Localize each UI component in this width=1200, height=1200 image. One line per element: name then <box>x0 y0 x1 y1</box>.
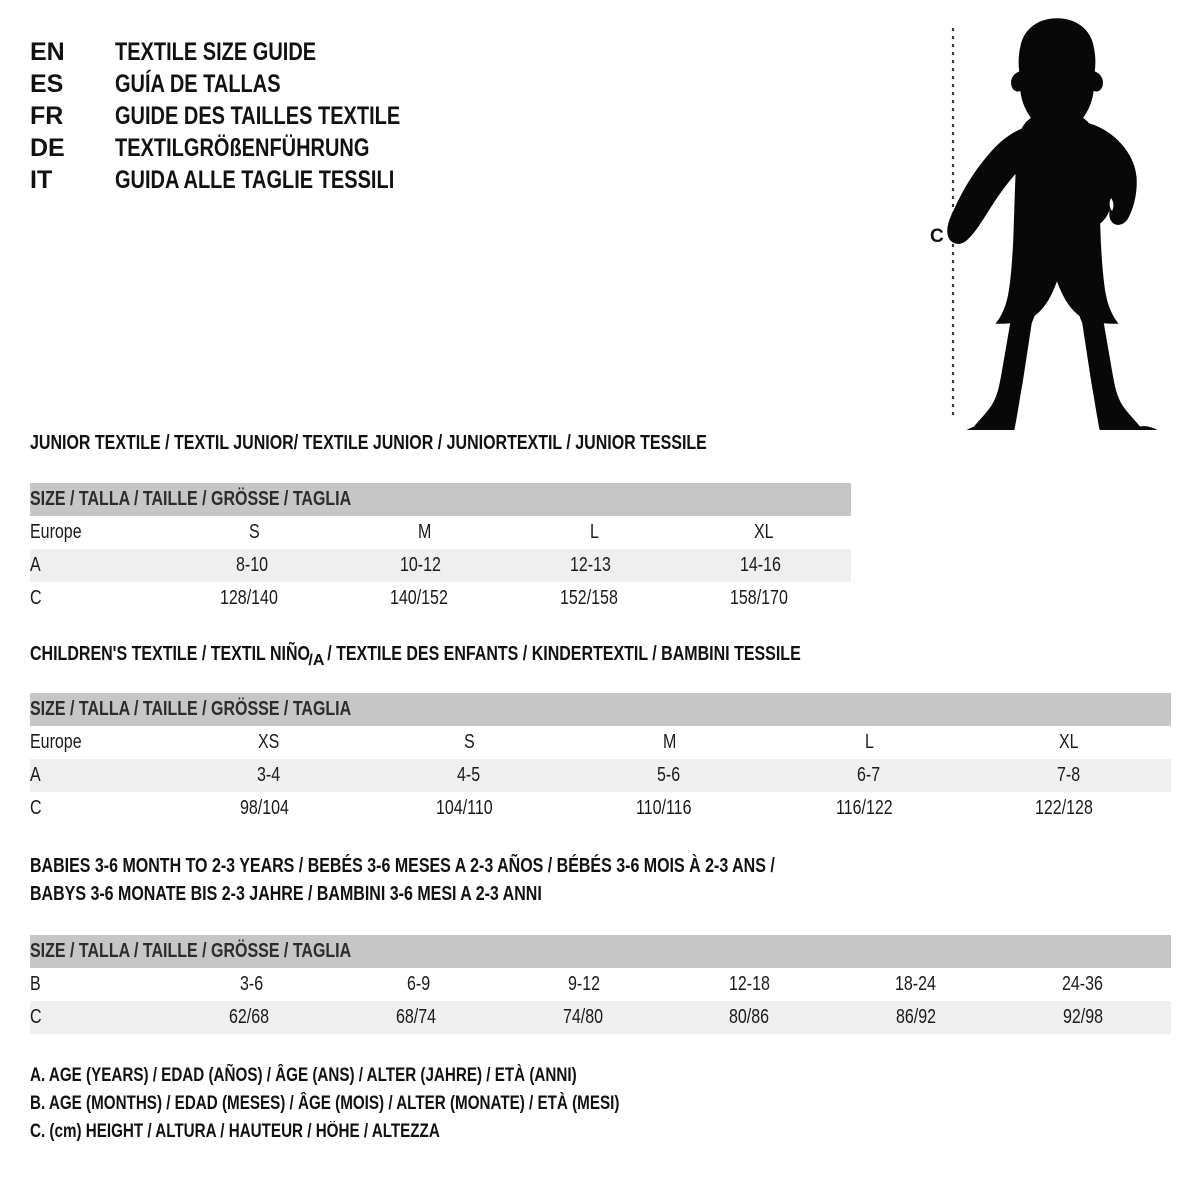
svg-text:C: C <box>930 226 944 247</box>
